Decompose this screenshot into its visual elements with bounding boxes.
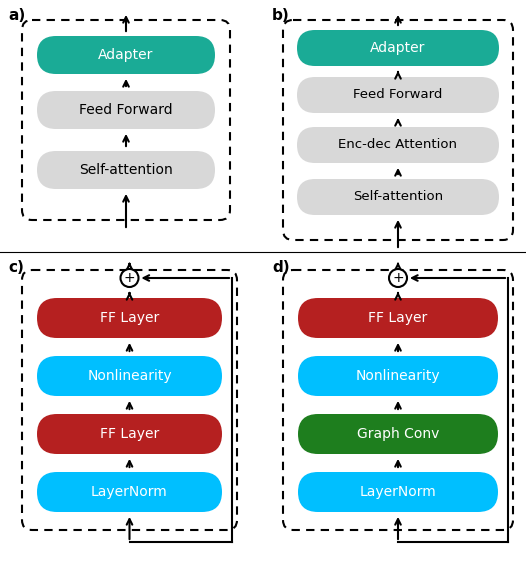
Text: c): c) — [8, 260, 24, 275]
FancyBboxPatch shape — [37, 151, 215, 189]
FancyBboxPatch shape — [298, 414, 498, 454]
Text: Nonlinearity: Nonlinearity — [356, 369, 440, 383]
FancyBboxPatch shape — [298, 472, 498, 512]
FancyBboxPatch shape — [298, 356, 498, 396]
Text: Graph Conv: Graph Conv — [357, 427, 439, 441]
Text: Feed Forward: Feed Forward — [353, 88, 443, 101]
Text: FF Layer: FF Layer — [100, 311, 159, 325]
Text: LayerNorm: LayerNorm — [360, 485, 437, 499]
FancyBboxPatch shape — [37, 414, 222, 454]
Text: Adapter: Adapter — [98, 48, 154, 62]
Text: Feed Forward: Feed Forward — [79, 103, 173, 117]
Text: FF Layer: FF Layer — [100, 427, 159, 441]
Circle shape — [389, 269, 407, 287]
FancyBboxPatch shape — [37, 472, 222, 512]
Text: Adapter: Adapter — [370, 41, 426, 55]
Text: d): d) — [272, 260, 290, 275]
Text: Self-attention: Self-attention — [79, 163, 173, 177]
FancyBboxPatch shape — [297, 179, 499, 215]
Text: Self-attention: Self-attention — [353, 190, 443, 203]
FancyBboxPatch shape — [297, 127, 499, 163]
Text: FF Layer: FF Layer — [368, 311, 428, 325]
Text: +: + — [392, 271, 404, 285]
Text: a): a) — [8, 8, 25, 23]
FancyBboxPatch shape — [37, 36, 215, 74]
FancyBboxPatch shape — [297, 77, 499, 113]
Text: +: + — [124, 271, 135, 285]
Text: Enc-dec Attention: Enc-dec Attention — [339, 139, 458, 152]
FancyBboxPatch shape — [37, 298, 222, 338]
FancyBboxPatch shape — [37, 91, 215, 129]
FancyBboxPatch shape — [297, 30, 499, 66]
FancyBboxPatch shape — [37, 356, 222, 396]
Text: LayerNorm: LayerNorm — [91, 485, 168, 499]
FancyBboxPatch shape — [298, 298, 498, 338]
Text: Nonlinearity: Nonlinearity — [87, 369, 172, 383]
Text: b): b) — [272, 8, 290, 23]
Circle shape — [120, 269, 138, 287]
